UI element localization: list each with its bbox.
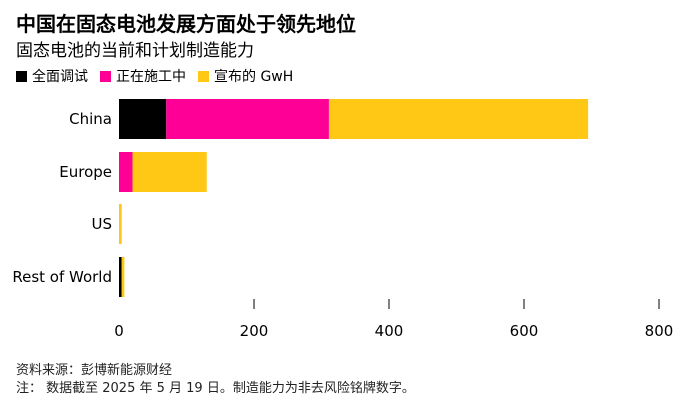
bar-segment (119, 152, 133, 192)
bar-segment (121, 257, 125, 297)
x-tick-label: 400 (375, 322, 404, 340)
legend-swatch-under-construction (100, 70, 111, 82)
data-note: 注： 数据截至 2025 年 5 月 19 日。制造能力为非去风险铭牌数字。 (16, 381, 415, 396)
bar-segment (166, 99, 329, 139)
legend: 全面调试 正在施工中 宣布的 GwH (16, 66, 305, 86)
legend-swatch-announced (198, 70, 209, 82)
category-label: China (69, 110, 112, 128)
legend-label-under-construction: 正在施工中 (116, 69, 186, 85)
legend-swatch-commissioned (16, 70, 27, 82)
bar-segment (328, 99, 589, 139)
x-tick-label: 0 (114, 322, 124, 340)
chart-title: 中国在固态电池发展方面处于领先地位 (16, 12, 356, 36)
footer: 资料来源：彭博新能源财经 注： 数据截至 2025 年 5 月 19 日。制造能… (16, 362, 415, 398)
legend-item-commissioned: 全面调试 (16, 66, 88, 86)
source-note: 资料来源：彭博新能源财经 (16, 363, 173, 378)
legend-item-announced: 宣布的 GwH (198, 66, 293, 86)
legend-label-commissioned: 全面调试 (32, 69, 88, 85)
x-tick-label: 800 (645, 322, 674, 340)
x-tick-label: 600 (510, 322, 539, 340)
category-label: US (91, 215, 112, 233)
bar-segment (132, 152, 207, 192)
chart-subtitle: 固态电池的当前和计划制造能力 (16, 41, 254, 61)
bar-segment (119, 204, 122, 244)
category-label: Rest of World (12, 268, 112, 286)
legend-label-announced: 宣布的 GwH (214, 69, 294, 85)
category-label: Europe (59, 163, 112, 181)
legend-item-under-construction: 正在施工中 (100, 66, 186, 86)
x-tick-label: 200 (240, 322, 269, 340)
bar-segment (119, 99, 167, 139)
bar-segment (119, 257, 122, 297)
